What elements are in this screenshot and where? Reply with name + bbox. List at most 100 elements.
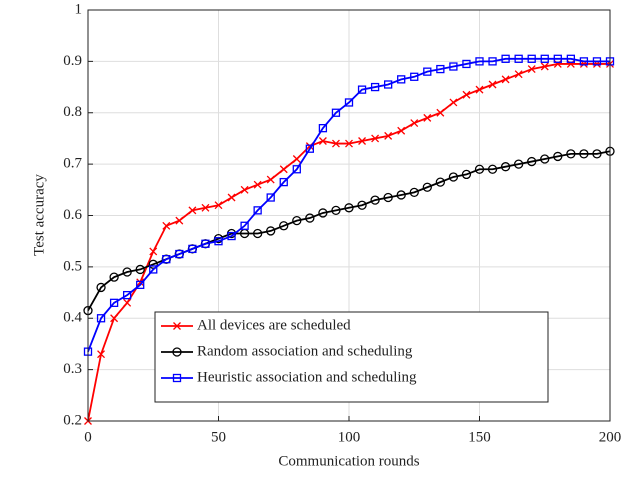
data-point [123,290,132,300]
data-point [396,190,406,200]
data-point [566,149,576,159]
data-point [579,57,589,66]
plot-frame [87,9,611,422]
x-tick-label: 50 [211,429,226,445]
data-point [201,203,210,212]
data-point [109,272,119,282]
data-point [136,278,145,287]
y-tick-label: 0.3 [63,361,82,377]
data-point [383,80,393,89]
data-point [540,54,549,63]
data-point [423,67,432,76]
data-point [331,205,341,216]
data-point [475,85,484,94]
data-point [592,57,602,66]
legend: All devices are scheduled Random associat… [154,311,549,403]
legend-marker [172,373,182,383]
data-point [162,221,171,230]
data-point [331,108,341,117]
x-tick-label: 150 [468,429,491,445]
data-point [527,156,537,167]
data-point [370,195,380,205]
data-point [540,62,549,71]
data-point [422,182,432,192]
data-point [527,65,536,74]
data-point [566,59,575,68]
data-point [540,154,550,164]
data-point [357,85,367,94]
data-point [423,113,432,122]
legend-box [154,311,549,403]
y-tick-label: 0.7 [63,156,82,172]
data-point [162,255,171,264]
y-tick-label: 0.6 [63,207,82,223]
data-point [318,124,328,133]
data-point [592,149,602,159]
data-point [448,172,459,182]
data-point [488,80,497,89]
data-point [240,185,249,194]
data-point [109,298,119,307]
data-point [501,54,510,63]
data-point [97,350,106,359]
data-point [175,249,184,259]
series-line [87,57,610,352]
data-point [553,151,563,162]
data-point [136,280,145,290]
data-point [292,215,302,226]
data-point [266,193,275,202]
y-tick-label: 0.9 [63,53,82,69]
data-point [345,139,353,148]
data-point [318,137,327,145]
legend-label: All devices are scheduled [197,317,351,333]
y-axis-label: Test accuracy [31,174,47,256]
data-point [188,244,197,254]
data-point [266,175,275,184]
data-point [409,187,419,198]
x-axis-label: Communication rounds [278,453,419,469]
data-point [122,267,132,277]
data-point [279,177,288,187]
y-tick-label: 0.2 [63,412,82,428]
data-point [527,54,536,63]
data-point [331,139,340,148]
data-point [292,165,301,174]
data-point [500,162,511,172]
data-point [449,98,458,107]
y-tick-label: 1 [75,1,83,17]
data-point [252,228,263,239]
data-point [371,134,380,143]
y-tick-label: 0.8 [63,104,82,120]
x-tick-label: 100 [338,429,361,445]
data-point [175,216,184,225]
data-point [487,164,498,174]
legend-marker [173,322,181,330]
data-point [501,75,510,84]
data-point [188,206,197,215]
data-point [357,200,367,210]
data-point [149,247,158,256]
data-point [462,59,471,69]
data-point [253,180,262,189]
data-point [110,314,119,323]
data-point [397,75,406,84]
data-point [266,226,276,236]
data-point [227,231,236,241]
data-point [358,137,367,145]
y-tick-label: 0.4 [63,310,82,326]
data-point [149,265,158,274]
data-point [435,177,446,187]
data-point [96,282,106,293]
data-point [449,62,458,71]
legend-label: Random association and scheduling [197,343,413,359]
data-point [514,159,524,169]
legend-label: Heuristic association and scheduling [197,369,417,385]
data-point [410,72,419,81]
data-point [292,155,301,163]
data-point [279,221,289,231]
data-point [579,149,589,159]
data-point [305,144,315,153]
data-point [475,57,484,66]
data-point [123,298,132,307]
